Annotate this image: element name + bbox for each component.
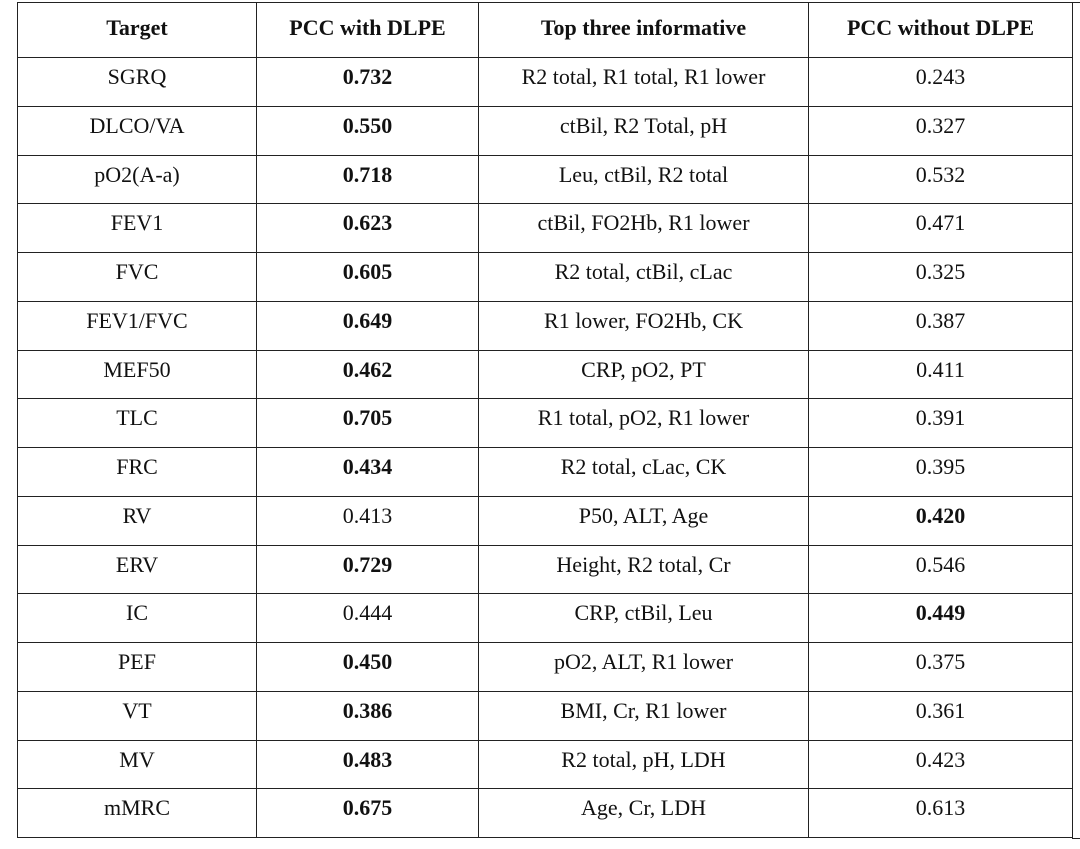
table-row: VT 0.386 BMI, Cr, R1 lower 0.361 — [17, 690, 1073, 741]
table-cell: VT — [17, 690, 257, 741]
table-cell: RV — [17, 495, 257, 546]
table-cell: 0.546 — [808, 544, 1073, 595]
table-cell: FEV1 — [17, 203, 257, 253]
table-cell: pO2(A-a) — [17, 154, 257, 205]
table-row: MV 0.483 R2 total, pH, LDH 0.423 — [17, 739, 1073, 790]
table-row: FVC 0.605 R2 total, ctBil, cLac 0.325 — [17, 252, 1073, 302]
table-row: SGRQ 0.732 R2 total, R1 total, R1 lower 0.2… — [17, 57, 1073, 107]
table-cell: 0.327 — [808, 105, 1073, 156]
table-cell: BMI, Cr, R1 lower — [478, 690, 809, 741]
table-cell: CRP, ctBil, Leu — [478, 593, 809, 643]
table-edge — [1072, 2, 1080, 3]
table-cell: 0.462 — [256, 349, 479, 400]
table-cell: 0.605 — [256, 252, 479, 302]
table-cell: 0.411 — [808, 349, 1073, 400]
table-cell: DLCO/VA — [17, 105, 257, 156]
table-cell: 0.361 — [808, 690, 1073, 741]
table-cell: mMRC — [17, 788, 257, 838]
table-cell: 0.613 — [808, 788, 1073, 838]
table-cell: 0.705 — [256, 398, 479, 448]
table-cell: 0.413 — [256, 495, 479, 546]
table-cell: P50, ALT, Age — [478, 495, 809, 546]
table-row: MEF50 0.462 CRP, pO2, PT 0.411 — [17, 349, 1073, 400]
table-cell: 0.434 — [256, 447, 479, 497]
table-cell: R2 total, cLac, CK — [478, 447, 809, 497]
table-cell: 0.386 — [256, 690, 479, 741]
table-cell: 0.375 — [808, 642, 1073, 692]
table-row: IC 0.444 CRP, ctBil, Leu 0.449 — [17, 593, 1073, 643]
table-cell: R1 lower, FO2Hb, CK — [478, 300, 809, 351]
table-cell: FVC — [17, 252, 257, 302]
table-cell: R1 total, pO2, R1 lower — [478, 398, 809, 448]
table-cell: 0.243 — [808, 57, 1073, 107]
table-cell: FEV1/FVC — [17, 300, 257, 351]
table-row: RV 0.413 P50, ALT, Age 0.420 — [17, 495, 1073, 546]
table-cell: 0.444 — [256, 593, 479, 643]
table-cell: 0.623 — [256, 203, 479, 253]
table-cell: 0.420 — [808, 495, 1073, 546]
header-cell: Top three informative — [478, 2, 809, 58]
table-cell: Height, R2 total, Cr — [478, 544, 809, 595]
results-table: Target PCC with DLPE Top three informative… — [17, 2, 1073, 838]
table-cell: 0.732 — [256, 57, 479, 107]
table-cell: 0.675 — [256, 788, 479, 838]
table-cell: 0.532 — [808, 154, 1073, 205]
table-cell: 0.449 — [808, 593, 1073, 643]
header-cell: Target — [17, 2, 257, 58]
table-edge — [1072, 2, 1073, 839]
table-cell: PEF — [17, 642, 257, 692]
table-cell: 0.423 — [808, 739, 1073, 790]
table-cell: TLC — [17, 398, 257, 448]
table-cell: 0.649 — [256, 300, 479, 351]
table-cell: CRP, pO2, PT — [478, 349, 809, 400]
table-cell: SGRQ — [17, 57, 257, 107]
table-cell: 0.729 — [256, 544, 479, 595]
table-row: DLCO/VA 0.550 ctBil, R2 Total, pH 0.327 — [17, 105, 1073, 156]
table-edge — [1072, 838, 1080, 839]
table-cell: ctBil, FO2Hb, R1 lower — [478, 203, 809, 253]
table-cell: IC — [17, 593, 257, 643]
header-row: Target PCC with DLPE Top three informative… — [17, 2, 1073, 58]
table-row: FRC 0.434 R2 total, cLac, CK 0.395 — [17, 447, 1073, 497]
table-cell: 0.550 — [256, 105, 479, 156]
table-cell: 0.325 — [808, 252, 1073, 302]
table-cell: R2 total, ctBil, cLac — [478, 252, 809, 302]
table-cell: Leu, ctBil, R2 total — [478, 154, 809, 205]
table-cell: 0.450 — [256, 642, 479, 692]
table-cell: R2 total, R1 total, R1 lower — [478, 57, 809, 107]
table-cell: FRC — [17, 447, 257, 497]
table-cell: 0.387 — [808, 300, 1073, 351]
table-row: FEV1 0.623 ctBil, FO2Hb, R1 lower 0.471 — [17, 203, 1073, 253]
header-cell: PCC without DLPE — [808, 2, 1073, 58]
table-cell: 0.395 — [808, 447, 1073, 497]
table-row: FEV1/FVC 0.649 R1 lower, FO2Hb, CK 0.387 — [17, 300, 1073, 351]
table-cell: 0.391 — [808, 398, 1073, 448]
table-cell: Age, Cr, LDH — [478, 788, 809, 838]
table-row: pO2(A-a) 0.718 Leu, ctBil, R2 total 0.532 — [17, 154, 1073, 205]
table-row: TLC 0.705 R1 total, pO2, R1 lower 0.391 — [17, 398, 1073, 448]
table-row: ERV 0.729 Height, R2 total, Cr 0.546 — [17, 544, 1073, 595]
table-cell: 0.718 — [256, 154, 479, 205]
header-cell: PCC with DLPE — [256, 2, 479, 58]
table-cell: MEF50 — [17, 349, 257, 400]
table-row: mMRC 0.675 Age, Cr, LDH 0.613 — [17, 788, 1073, 838]
table-cell: ERV — [17, 544, 257, 595]
table-cell: ctBil, R2 Total, pH — [478, 105, 809, 156]
table-cell: pO2, ALT, R1 lower — [478, 642, 809, 692]
table-cell: 0.483 — [256, 739, 479, 790]
table-cell: MV — [17, 739, 257, 790]
table-cell: R2 total, pH, LDH — [478, 739, 809, 790]
table-row: PEF 0.450 pO2, ALT, R1 lower 0.375 — [17, 642, 1073, 692]
table-cell: 0.471 — [808, 203, 1073, 253]
